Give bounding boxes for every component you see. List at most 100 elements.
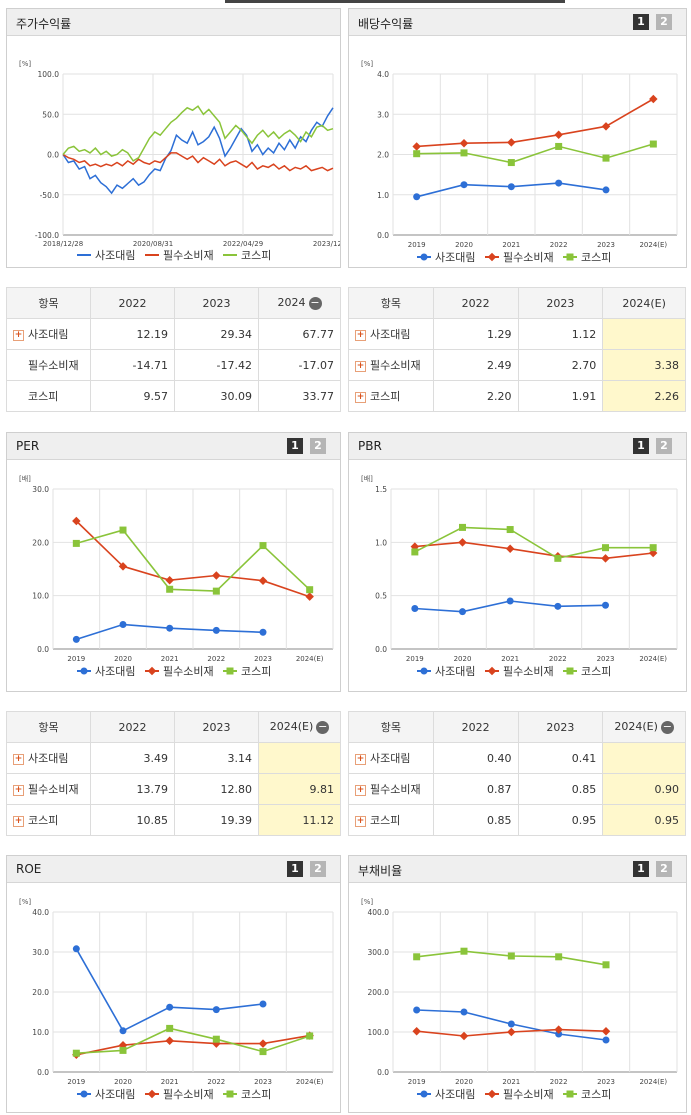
expand-icon[interactable]: + (13, 815, 24, 827)
point (420, 253, 428, 261)
legend-label: 코스피 (241, 665, 271, 678)
x-tick-label: 2022 (550, 1078, 568, 1086)
point (119, 526, 127, 534)
table-cell: 0.90 (602, 773, 686, 805)
y-tick-label: 0.0 (377, 1068, 389, 1077)
point (212, 626, 220, 634)
expand-icon[interactable]: + (355, 360, 366, 372)
expand-icon[interactable]: + (355, 391, 366, 403)
point (119, 1046, 127, 1054)
point (460, 1008, 468, 1016)
point (555, 1030, 563, 1038)
column-header: 항목 (348, 287, 434, 319)
view-2-button[interactable]: 2 (656, 438, 672, 454)
expand-icon[interactable]: + (13, 753, 24, 765)
y-tick-label: -50.0 (40, 191, 60, 200)
expand-icon[interactable]: + (355, 329, 366, 341)
column-header: 2024(E) − (602, 711, 686, 743)
y-tick-label: 0.0 (377, 231, 389, 240)
row-label: 사조대림 (370, 328, 411, 341)
point (420, 667, 428, 675)
x-tick-label: 2022 (550, 241, 568, 249)
collapse-icon[interactable]: − (308, 295, 322, 310)
pbr-table: 항목 2022 2023 2024(E) − + 사조대림 0.40 0.41 + 필수소비재 0.8… (348, 711, 686, 836)
x-tick-label: 2021 (502, 1078, 520, 1086)
table-cell: 67.77 (258, 318, 341, 350)
header-label: 2024(E) (269, 720, 314, 734)
y-unit-label: [배] (19, 474, 31, 483)
expand-icon[interactable]: + (355, 815, 366, 827)
view-2-button[interactable]: 2 (310, 861, 326, 877)
y-tick-label: 30.0 (32, 948, 49, 957)
x-tick-label: 2023/12/28 (313, 240, 340, 248)
collapse-icon[interactable]: − (316, 719, 330, 734)
legend-label: 사조대림 (435, 1088, 475, 1101)
point (147, 666, 157, 676)
table-cell: 12.80 (174, 773, 259, 805)
point (458, 538, 467, 547)
row-label: 사조대림 (28, 328, 69, 341)
expand-icon[interactable]: + (355, 784, 366, 796)
table-row: 필수소비재 -14.71 -17.42 -17.07 (6, 349, 341, 381)
expand-icon[interactable]: + (355, 753, 366, 765)
point (507, 1020, 515, 1028)
point (459, 1031, 469, 1041)
table-row: + 사조대림 0.40 0.41 (348, 742, 686, 774)
table-row: + 코스피 0.85 0.95 0.95 (348, 804, 686, 836)
x-tick-label: 2019 (408, 241, 426, 249)
table-cell: 2.70 (517, 349, 604, 381)
point (412, 142, 421, 151)
point (166, 624, 174, 632)
x-tick-label: 2019 (408, 1078, 426, 1086)
point (80, 667, 88, 675)
view-1-button[interactable]: 1 (633, 861, 649, 877)
point (555, 179, 563, 187)
panel-header: PBR 1 2 (349, 433, 686, 460)
row-label: 사조대림 (370, 752, 411, 765)
y-tick-label: 40.0 (32, 908, 49, 917)
header-label: 항목 (38, 297, 59, 310)
table-row: + 코스피 10.85 19.39 11.12 (6, 804, 341, 836)
panel-title: ROE (16, 862, 42, 876)
pbr-chart: [배]1.5 1.0 0.5 0.0 2019 2020 2021 2022 2023 2024(… (361, 474, 678, 678)
point (118, 562, 128, 571)
point (258, 576, 268, 585)
column-header: 항목 (6, 711, 91, 743)
view-1-button[interactable]: 1 (633, 14, 649, 30)
point (258, 1039, 268, 1048)
table-cell (602, 742, 686, 774)
view-1-button[interactable]: 1 (287, 438, 303, 454)
point (166, 1024, 174, 1032)
point (601, 554, 610, 563)
legend-label: 코스피 (581, 251, 611, 264)
collapse-icon[interactable]: − (660, 719, 674, 734)
column-header: 2022 (90, 287, 175, 319)
point (147, 1089, 157, 1099)
view-2-button[interactable]: 2 (656, 861, 672, 877)
point (413, 1006, 421, 1014)
expand-icon[interactable]: + (13, 329, 24, 341)
point (306, 1032, 314, 1040)
x-tick-label: 2022 (207, 655, 225, 663)
legend-label: 코스피 (581, 665, 611, 678)
dividend-yield-table: 항목 2022 2023 2024(E) + 사조대림 1.29 1.12 + 필수소비재 2.49… (348, 287, 686, 412)
top-strip (225, 0, 565, 3)
per-chart: [배]30.0 20.0 10.0 0.0 2019 2020 2021 2022 2023 20… (19, 474, 334, 678)
table-cell: 13.79 (90, 773, 175, 805)
y-tick-label: 100.0 (38, 70, 60, 79)
view-1-button[interactable]: 1 (633, 438, 649, 454)
column-header: 2023 (517, 287, 604, 319)
table-cell: -17.07 (258, 349, 341, 381)
view-2-button[interactable]: 2 (310, 438, 326, 454)
view-2-button[interactable]: 2 (656, 14, 672, 30)
point (226, 667, 234, 675)
view-1-button[interactable]: 1 (287, 861, 303, 877)
point (72, 539, 80, 547)
row-label: 필수소비재 (28, 359, 79, 372)
column-header: 2023 (174, 711, 259, 743)
point (305, 592, 314, 601)
expand-icon[interactable]: + (13, 784, 24, 796)
panel-roe: ROE 1 2 [%] 40.0 30.0 20.0 10.0 0.0 2019 2020 20… (6, 855, 341, 1113)
panel-title: PER (16, 439, 40, 453)
legend-label: 코스피 (241, 1088, 271, 1101)
